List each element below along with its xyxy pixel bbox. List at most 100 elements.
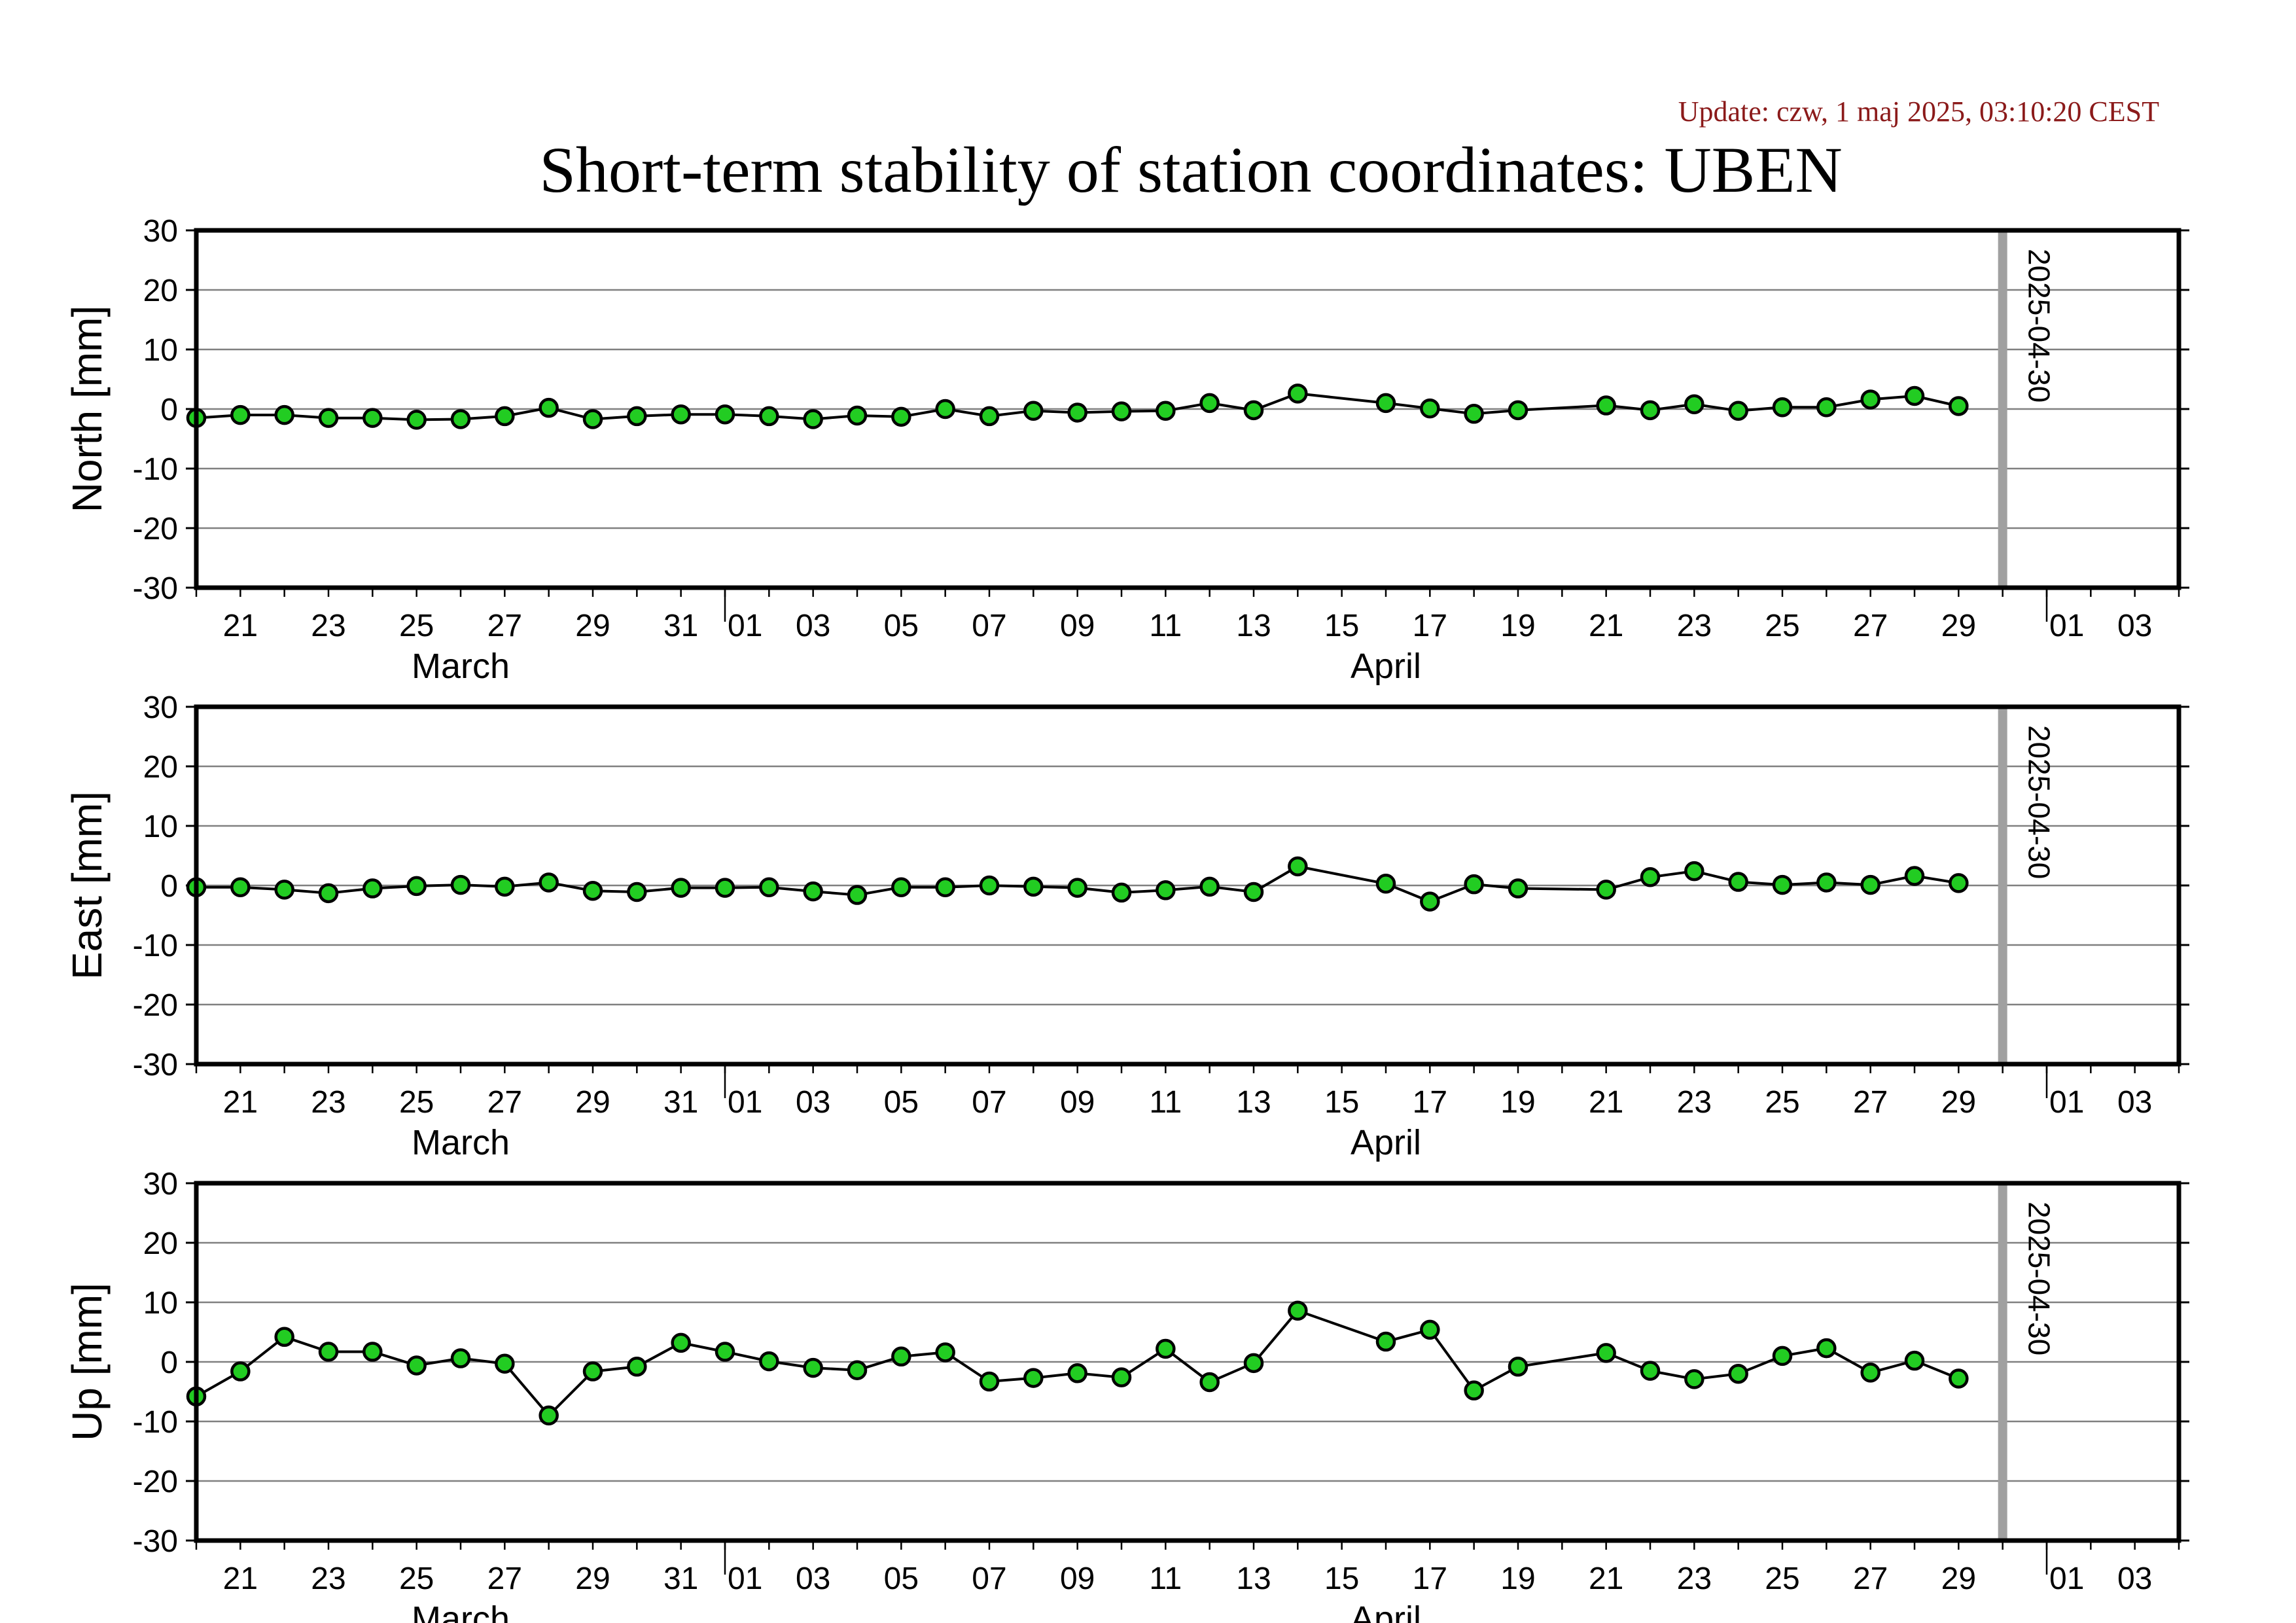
x-tick-label: 19: [1500, 1085, 1535, 1120]
data-point: [979, 875, 1000, 896]
data-point: [1640, 1361, 1661, 1381]
x-tick-label: 25: [1765, 609, 1799, 643]
data-point: [1728, 872, 1748, 892]
x-tick-label: 23: [311, 609, 345, 643]
data-point: [1067, 402, 1087, 423]
data-point: [847, 885, 868, 905]
x-tick-label: 29: [1941, 609, 1976, 643]
data-point: [1596, 880, 1616, 900]
y-tick-label: 0: [160, 393, 178, 427]
x-tick-label: 23: [1677, 1085, 1712, 1120]
data-point: [406, 1355, 427, 1376]
data-point: [891, 877, 911, 897]
data-point: [1464, 1380, 1484, 1400]
data-point: [715, 1342, 735, 1362]
x-tick-label: 21: [223, 1561, 258, 1596]
data-point: [1156, 880, 1176, 901]
data-point: [495, 876, 515, 897]
data-point: [1023, 401, 1044, 421]
data-point: [1949, 396, 1969, 416]
data-point: [759, 877, 779, 897]
data-point: [1816, 397, 1837, 418]
y-axis-label: Up [mm]: [63, 1283, 111, 1441]
month-label: April: [1351, 1599, 1421, 1623]
y-tick-label: -20: [133, 1465, 178, 1499]
data-point: [1508, 878, 1528, 899]
data-point: [1728, 401, 1748, 421]
x-tick-label: 21: [223, 1085, 258, 1120]
data-point: [274, 880, 294, 900]
x-tick-label: 31: [663, 1085, 698, 1120]
data-point: [803, 881, 823, 902]
x-tick-label: 05: [884, 609, 919, 643]
data-point: [1243, 1353, 1264, 1374]
data-point: [1949, 1368, 1969, 1389]
y-tick-label: -10: [133, 929, 178, 963]
data-point: [671, 1332, 691, 1353]
x-tick-label: 21: [1589, 609, 1623, 643]
data-point: [715, 878, 735, 898]
y-tick-label: 20: [143, 750, 178, 785]
data-point: [1816, 1338, 1837, 1359]
x-tick-label: 25: [399, 1561, 434, 1596]
x-tick-label: 15: [1324, 1561, 1359, 1596]
panel-3: 30 20 10 0 -10 -20 -30 Up [mm] 21 23 25 27 29 31 01 03 0…: [63, 1167, 2189, 1623]
y-tick-label: 30: [143, 1167, 178, 1202]
panel-1: 30 20 10 0 -10 -20 -30 North [mm] 21 23 25 27 29 31 01…: [63, 214, 2189, 686]
x-tick-label: 29: [1941, 1085, 1976, 1120]
x-tick-label: 09: [1060, 1085, 1095, 1120]
data-point: [1067, 878, 1087, 898]
data-point: [803, 409, 823, 429]
data-point: [935, 877, 955, 897]
data-point: [1684, 1369, 1704, 1389]
data-point: [1243, 882, 1264, 902]
data-point: [362, 408, 383, 428]
x-tick-label: 11: [1149, 609, 1182, 643]
x-tick-label: 27: [487, 609, 522, 643]
x-tick-label: 27: [1853, 1561, 1888, 1596]
x-tick-label: 15: [1324, 609, 1359, 643]
data-point: [1596, 395, 1616, 416]
y-axis-label: East [mm]: [63, 791, 111, 980]
x-tick-label: 01: [728, 1561, 762, 1596]
data-point: [1111, 882, 1132, 903]
panels: 30 20 10 0 -10 -20 -30 North [mm] 21 23 25 27 29 31 01…: [63, 214, 2189, 1623]
data-point: [450, 409, 471, 429]
data-point: [1816, 872, 1837, 893]
y-tick-label: -20: [133, 512, 178, 546]
data-point: [495, 1353, 515, 1374]
data-point: [1904, 385, 1925, 406]
data-point: [979, 1371, 1000, 1392]
x-tick-label: 11: [1149, 1085, 1182, 1120]
data-point: [1375, 1331, 1396, 1352]
x-tick-label: 07: [972, 609, 1006, 643]
x-tick-label: 21: [223, 609, 258, 643]
data-point: [1640, 867, 1661, 887]
x-tick-label: 03: [2117, 609, 2152, 643]
x-tick-label: 21: [1589, 1561, 1623, 1596]
x-tick-label: 25: [399, 609, 434, 643]
x-tick-label: 01: [2049, 1561, 2084, 1596]
y-tick-label: 20: [143, 274, 178, 308]
data-point: [627, 1357, 647, 1377]
y-tick-label: -30: [133, 1524, 178, 1559]
y-axis-label: North [mm]: [63, 306, 111, 512]
y-tick-label: 10: [143, 1286, 178, 1321]
y-tick-label: 10: [143, 810, 178, 844]
data-point: [627, 406, 647, 427]
data-point: [406, 876, 427, 897]
x-tick-label: 31: [663, 609, 698, 643]
x-tick-label: 11: [1149, 1561, 1182, 1596]
x-tick-label: 17: [1413, 1085, 1447, 1120]
data-point: [230, 1361, 251, 1382]
month-label: April: [1351, 647, 1421, 686]
data-point: [230, 877, 251, 897]
month-label: April: [1351, 1123, 1421, 1162]
x-tick-label: 25: [1765, 1085, 1799, 1120]
data-point: [671, 878, 691, 898]
x-tick-label: 03: [2117, 1085, 2152, 1120]
data-point: [1067, 1363, 1087, 1383]
x-tick-label: 19: [1500, 609, 1535, 643]
y-tick-label: 10: [143, 333, 178, 368]
